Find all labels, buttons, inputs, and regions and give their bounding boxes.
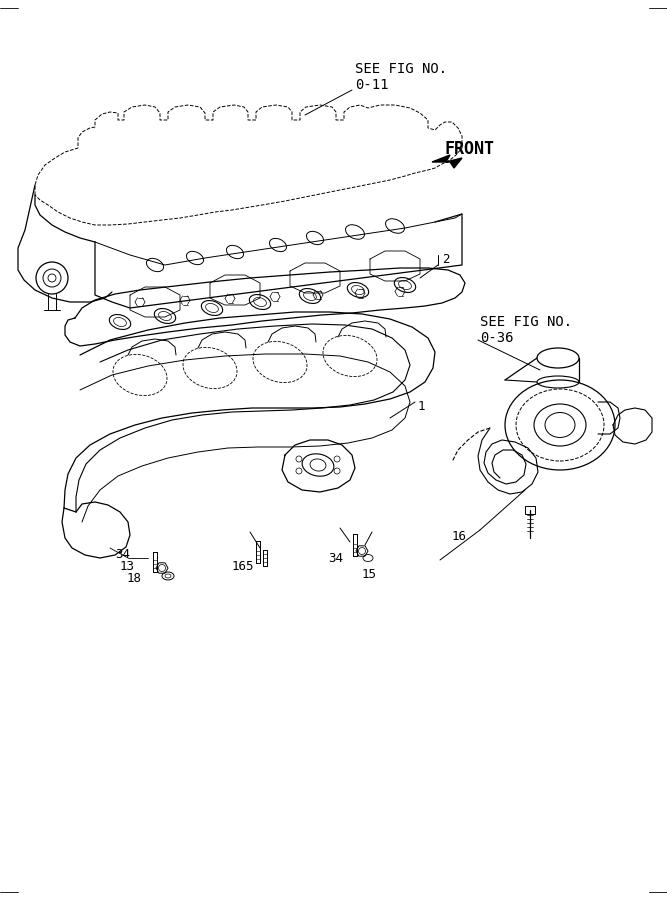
Text: 34: 34 (115, 548, 130, 561)
Text: 15: 15 (362, 568, 377, 581)
Text: 13: 13 (120, 560, 135, 573)
Text: SEE FIG NO.: SEE FIG NO. (480, 315, 572, 329)
Text: SEE FIG NO.: SEE FIG NO. (355, 62, 447, 76)
Text: 16: 16 (452, 530, 467, 543)
Bar (525, 506, 535, 514)
Text: FRONT: FRONT (445, 140, 495, 158)
Text: 18: 18 (127, 572, 142, 585)
Text: 34: 34 (328, 552, 343, 565)
Text: 0-11: 0-11 (355, 78, 388, 92)
Polygon shape (432, 155, 462, 168)
Text: 0-36: 0-36 (480, 331, 514, 345)
Text: 2: 2 (442, 253, 450, 266)
Text: 165: 165 (232, 560, 255, 573)
Text: 1: 1 (418, 400, 426, 413)
